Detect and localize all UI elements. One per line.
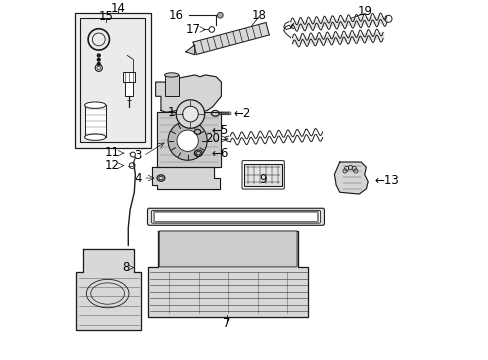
- Text: 18: 18: [251, 9, 265, 22]
- Text: 16: 16: [168, 9, 183, 22]
- Text: 4: 4: [134, 171, 141, 185]
- Ellipse shape: [164, 73, 179, 77]
- Polygon shape: [155, 75, 221, 112]
- Polygon shape: [193, 23, 269, 54]
- Text: 11: 11: [104, 146, 119, 159]
- Bar: [122, 72, 135, 82]
- Circle shape: [177, 130, 198, 151]
- Text: 8: 8: [122, 261, 130, 274]
- Polygon shape: [147, 231, 308, 317]
- Text: ←13: ←13: [373, 174, 398, 187]
- Circle shape: [97, 58, 100, 61]
- Text: 19: 19: [357, 5, 372, 18]
- FancyBboxPatch shape: [151, 210, 320, 223]
- Circle shape: [97, 63, 100, 66]
- Bar: [84, 105, 106, 137]
- Text: ←2: ←2: [233, 107, 251, 120]
- Text: 1: 1: [167, 106, 175, 119]
- Text: ←6: ←6: [211, 147, 229, 160]
- FancyBboxPatch shape: [147, 208, 324, 225]
- FancyBboxPatch shape: [159, 231, 297, 267]
- Circle shape: [97, 54, 100, 57]
- Text: 20: 20: [204, 132, 219, 145]
- Ellipse shape: [84, 102, 106, 108]
- Text: ←5: ←5: [211, 124, 228, 137]
- Circle shape: [217, 12, 223, 18]
- Circle shape: [176, 100, 204, 128]
- Bar: [164, 75, 179, 96]
- Text: 3: 3: [134, 149, 141, 162]
- Bar: [244, 164, 281, 186]
- Text: 17: 17: [186, 23, 201, 36]
- Text: 7: 7: [223, 317, 230, 330]
- Text: 10: 10: [158, 210, 172, 223]
- Text: 9: 9: [259, 173, 266, 186]
- Circle shape: [130, 152, 135, 157]
- Polygon shape: [185, 45, 194, 55]
- Text: 14: 14: [111, 2, 125, 15]
- Circle shape: [183, 106, 198, 122]
- Bar: [75, 13, 151, 148]
- Polygon shape: [157, 112, 221, 167]
- Text: 15: 15: [98, 10, 113, 23]
- Ellipse shape: [84, 134, 106, 140]
- Bar: [125, 82, 132, 96]
- Circle shape: [168, 121, 207, 160]
- Text: 12: 12: [104, 159, 119, 172]
- Polygon shape: [76, 249, 141, 330]
- Polygon shape: [152, 167, 219, 189]
- Polygon shape: [334, 162, 367, 194]
- Bar: [80, 18, 145, 143]
